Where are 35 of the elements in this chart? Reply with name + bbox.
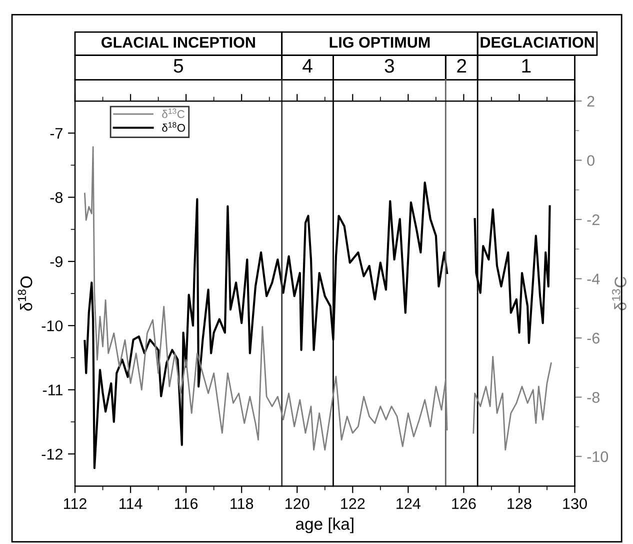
x-tick-label: 112 xyxy=(64,498,86,509)
x-tick-label: 126 xyxy=(452,498,476,510)
legend-label: δ$^{13}$C xyxy=(162,108,184,118)
y2-tick-label: 0 xyxy=(587,155,594,166)
x-axis-title: age [ka] xyxy=(296,518,354,534)
text: LIG OPTIMUM xyxy=(330,36,430,48)
y-tick-label: -10 xyxy=(42,320,63,332)
y2-tick-label: -10 xyxy=(587,451,608,462)
y2-tick-label: -4 xyxy=(587,274,600,284)
x-tick-label: 130 xyxy=(563,498,587,510)
y2-tick-label: -6 xyxy=(587,332,600,344)
x-tick-label: 128 xyxy=(508,498,532,510)
text: 1 xyxy=(522,59,531,73)
x-tick-label: 118 xyxy=(230,498,254,510)
text: 2 xyxy=(457,58,466,73)
y-axis-title: δ$^{18}$O xyxy=(18,276,32,311)
y2-tick-label: 2 xyxy=(587,96,594,107)
text: 4 xyxy=(302,59,312,73)
text: DEGLACIATION xyxy=(480,36,594,48)
x-tick-label: 124 xyxy=(396,498,420,509)
y2-tick-label: -2 xyxy=(587,214,600,226)
x-tick-label: 114 xyxy=(120,498,142,509)
y-tick-label: -8 xyxy=(50,192,63,203)
y-tick-label: -11 xyxy=(42,384,62,396)
x-tick-label: 116 xyxy=(175,498,198,510)
x-tick-label: 122 xyxy=(341,498,365,509)
y-tick-label: -9 xyxy=(50,256,62,268)
text: 3 xyxy=(384,58,394,73)
text: 5 xyxy=(174,59,184,73)
x-tick-label: 120 xyxy=(286,498,310,510)
y-tick-label: -12 xyxy=(42,448,62,460)
text: GLACIAL INCEPTION xyxy=(102,36,255,48)
y2-tick-label: -8 xyxy=(587,392,600,403)
legend-label: δ$^{18}$O xyxy=(162,122,186,132)
y-tick-label: -7 xyxy=(50,128,62,139)
